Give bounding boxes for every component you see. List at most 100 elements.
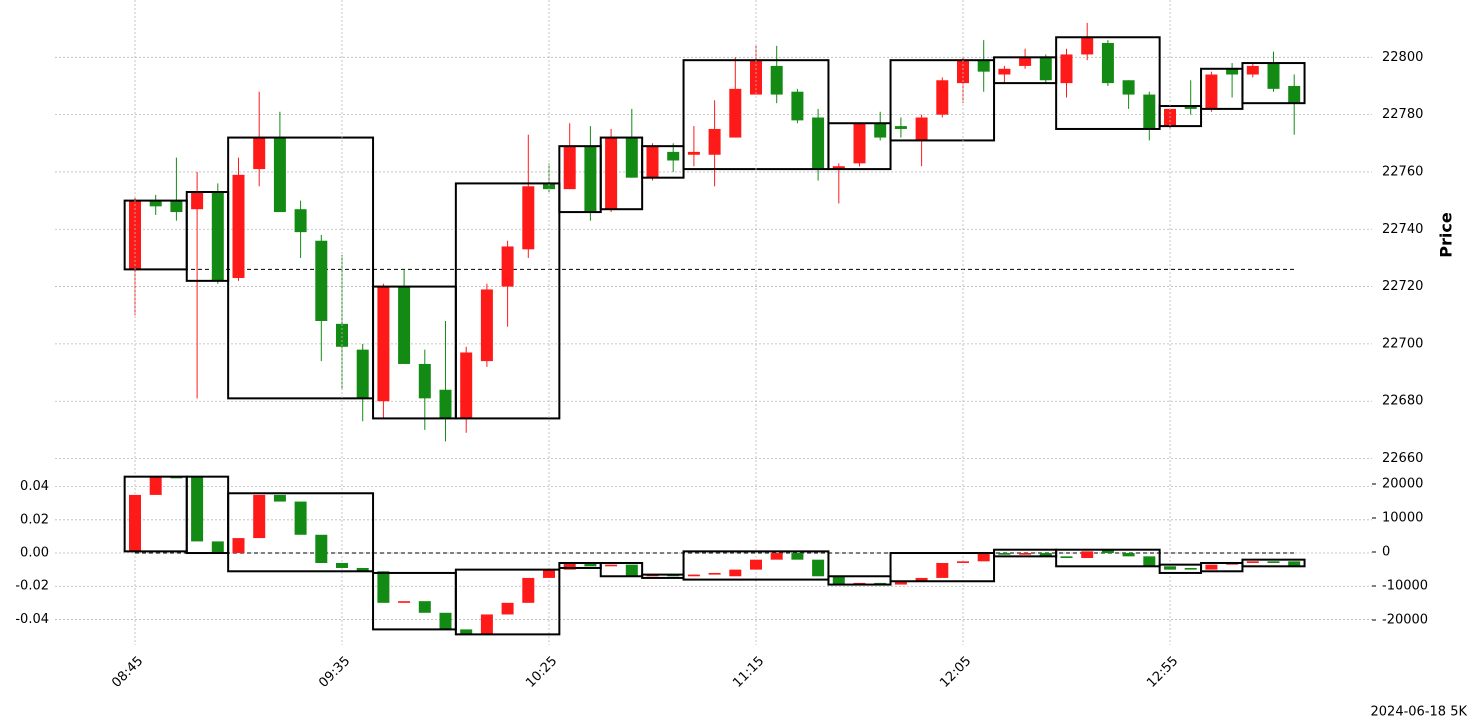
y-tick-label: 0.02 (20, 512, 49, 527)
candle-body (605, 564, 618, 567)
candle-body (232, 174, 245, 278)
candle-body (1060, 54, 1073, 84)
x-tick-label: 10:25 (523, 654, 560, 691)
candle-body (1039, 57, 1052, 81)
candle-body (543, 183, 555, 190)
candle-body (977, 60, 990, 72)
candle-body (584, 146, 597, 213)
candle-body (129, 200, 141, 270)
candle-body (1122, 553, 1135, 557)
x-tick-label: 09:35 (316, 654, 353, 691)
candle-body (915, 117, 928, 141)
candle-body (398, 286, 411, 364)
y-tick-label: 22720 (1382, 279, 1423, 294)
y-tick-label: 22700 (1382, 336, 1423, 351)
candle-body (232, 538, 245, 554)
candle-body (1081, 551, 1094, 559)
candle-body (977, 553, 990, 562)
candle-body (936, 562, 949, 578)
candle-body (377, 286, 390, 402)
range-box (827, 122, 892, 171)
y2-tick-label: -10000 (1382, 579, 1428, 594)
candle-body (1246, 65, 1259, 75)
candle-body (191, 192, 204, 210)
candle-body (998, 553, 1011, 555)
candle-body (874, 123, 887, 138)
candle-body (1205, 74, 1218, 109)
candle-body (667, 151, 680, 161)
candle-body (1288, 85, 1301, 104)
range-box (227, 492, 375, 573)
y-axis-label: Price (1437, 212, 1456, 258)
candle-body (1019, 57, 1032, 66)
candle-body (1205, 564, 1218, 570)
candle-body (584, 562, 597, 567)
candle-body (791, 91, 804, 121)
candle-body (170, 200, 183, 213)
candle-body (460, 352, 473, 419)
y-tick-label: 22780 (1382, 107, 1423, 122)
candle-body (211, 541, 224, 554)
y-tick-label: 0.00 (20, 546, 49, 561)
candle-body (149, 200, 162, 207)
candle-body (315, 240, 328, 321)
candle-body (915, 577, 928, 582)
candle-body (480, 614, 493, 635)
x-tick-label: 08:45 (109, 654, 146, 691)
range-box (599, 561, 644, 578)
candle-body (149, 476, 162, 495)
candle-body (708, 128, 721, 155)
candle-body (770, 553, 783, 560)
candle-body (522, 577, 535, 603)
candle-body (1081, 37, 1094, 55)
range-box (1055, 548, 1161, 568)
candle-body (1101, 42, 1114, 84)
candle-body (439, 389, 452, 419)
candle-body (377, 571, 390, 603)
candle-body (646, 146, 659, 178)
candle-body (750, 559, 762, 570)
y-tick-label: 22660 (1382, 451, 1423, 466)
range-box (1241, 558, 1306, 568)
candle-body (273, 137, 286, 213)
candle-body (563, 146, 576, 190)
candle-body (418, 601, 431, 613)
range-box (1241, 62, 1306, 105)
candle-body (356, 567, 369, 572)
candle-body (832, 166, 845, 170)
candle-body (687, 574, 700, 577)
range-box (889, 59, 996, 142)
candle-body (894, 126, 907, 129)
candle-body (957, 60, 969, 84)
candle-body (1184, 567, 1197, 570)
candle-body (998, 68, 1011, 75)
candle-body (832, 576, 845, 585)
candle-body (708, 572, 721, 575)
candle-body (894, 581, 907, 585)
candle-body (687, 151, 700, 155)
candle-body (211, 192, 224, 281)
x-tick-label: 12:05 (937, 654, 974, 691)
y2-tick-label: -20000 (1382, 613, 1428, 628)
candle-body (336, 323, 348, 347)
candle-body (729, 88, 742, 138)
candle-body (315, 534, 328, 563)
candle-body (1164, 566, 1176, 570)
candle-body (1267, 63, 1280, 89)
candle-body (273, 494, 286, 502)
candle-body (191, 476, 204, 542)
y-tick-label: 0.04 (20, 479, 49, 494)
candle-body (563, 562, 576, 570)
candle-body (501, 246, 514, 287)
y-tick-label: -0.04 (15, 612, 49, 627)
candle-body (1267, 561, 1280, 563)
candle-body (812, 559, 825, 577)
range-box (889, 552, 996, 583)
candle-body (1019, 553, 1032, 555)
x-tick-label: 12:55 (1144, 654, 1181, 691)
y2-tick-label: 0 (1382, 545, 1390, 560)
candle-body (501, 602, 514, 615)
candle-body (1101, 549, 1114, 554)
candle-body (625, 137, 638, 178)
range-box (454, 568, 561, 636)
